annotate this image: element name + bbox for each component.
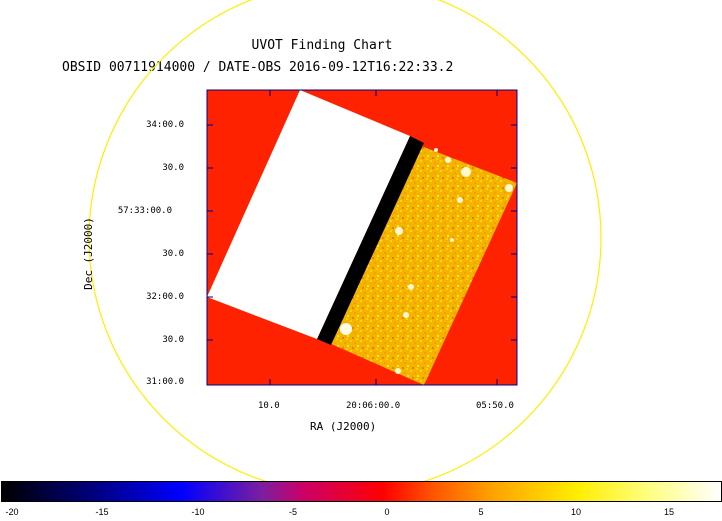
dec-axis-label: Dec (J2000) — [81, 217, 95, 290]
ra-axis-label: RA (J2000) — [310, 420, 377, 433]
chart-subtitle: OBSID 00711914000 / DATE-OBS 2016-09-12T… — [62, 60, 454, 75]
source — [445, 157, 451, 163]
source — [457, 197, 463, 203]
dec-tick-label: 34:00.0 — [146, 120, 184, 130]
colorbar-label: 10 — [570, 507, 582, 517]
colorbar-label: -5 — [288, 507, 298, 517]
ra-tick-label: 05:50.0 — [476, 401, 514, 411]
frame-ticks — [207, 90, 517, 385]
ra-tick-label: 20:06:00.0 — [346, 401, 401, 411]
source — [395, 368, 401, 374]
source — [505, 184, 513, 192]
colorbar-label: 0 — [384, 507, 390, 517]
dec-tick-label: 32:00.0 — [146, 292, 184, 302]
dec-tick-label: 57:33:00.0 — [117, 206, 172, 216]
exposure-region — [329, 144, 517, 385]
colorbar-label: 5 — [478, 507, 484, 517]
ra-tick-label: 10.0 — [258, 401, 280, 411]
colorbar — [1, 481, 722, 502]
source — [434, 148, 438, 152]
plot-frame — [206, 89, 518, 386]
colorbar-label: 15 — [663, 507, 675, 517]
source — [461, 167, 471, 177]
dec-tick-label: 30.0 — [162, 163, 184, 173]
dec-tick-label: 31:00.0 — [146, 377, 184, 387]
colorbar-label: -10 — [191, 507, 205, 517]
saturated-region — [207, 90, 410, 339]
source — [450, 238, 454, 242]
colorbar-label: -15 — [95, 507, 109, 517]
source — [395, 227, 403, 235]
source — [340, 323, 352, 335]
dec-tick-label: 30.0 — [162, 335, 184, 345]
source — [403, 312, 409, 318]
chart-title: UVOT Finding Chart — [251, 38, 393, 53]
dec-tick-label: 30.0 — [162, 249, 184, 259]
source — [408, 284, 414, 290]
gap-region — [317, 136, 424, 345]
colorbar-label: -20 — [5, 507, 19, 517]
